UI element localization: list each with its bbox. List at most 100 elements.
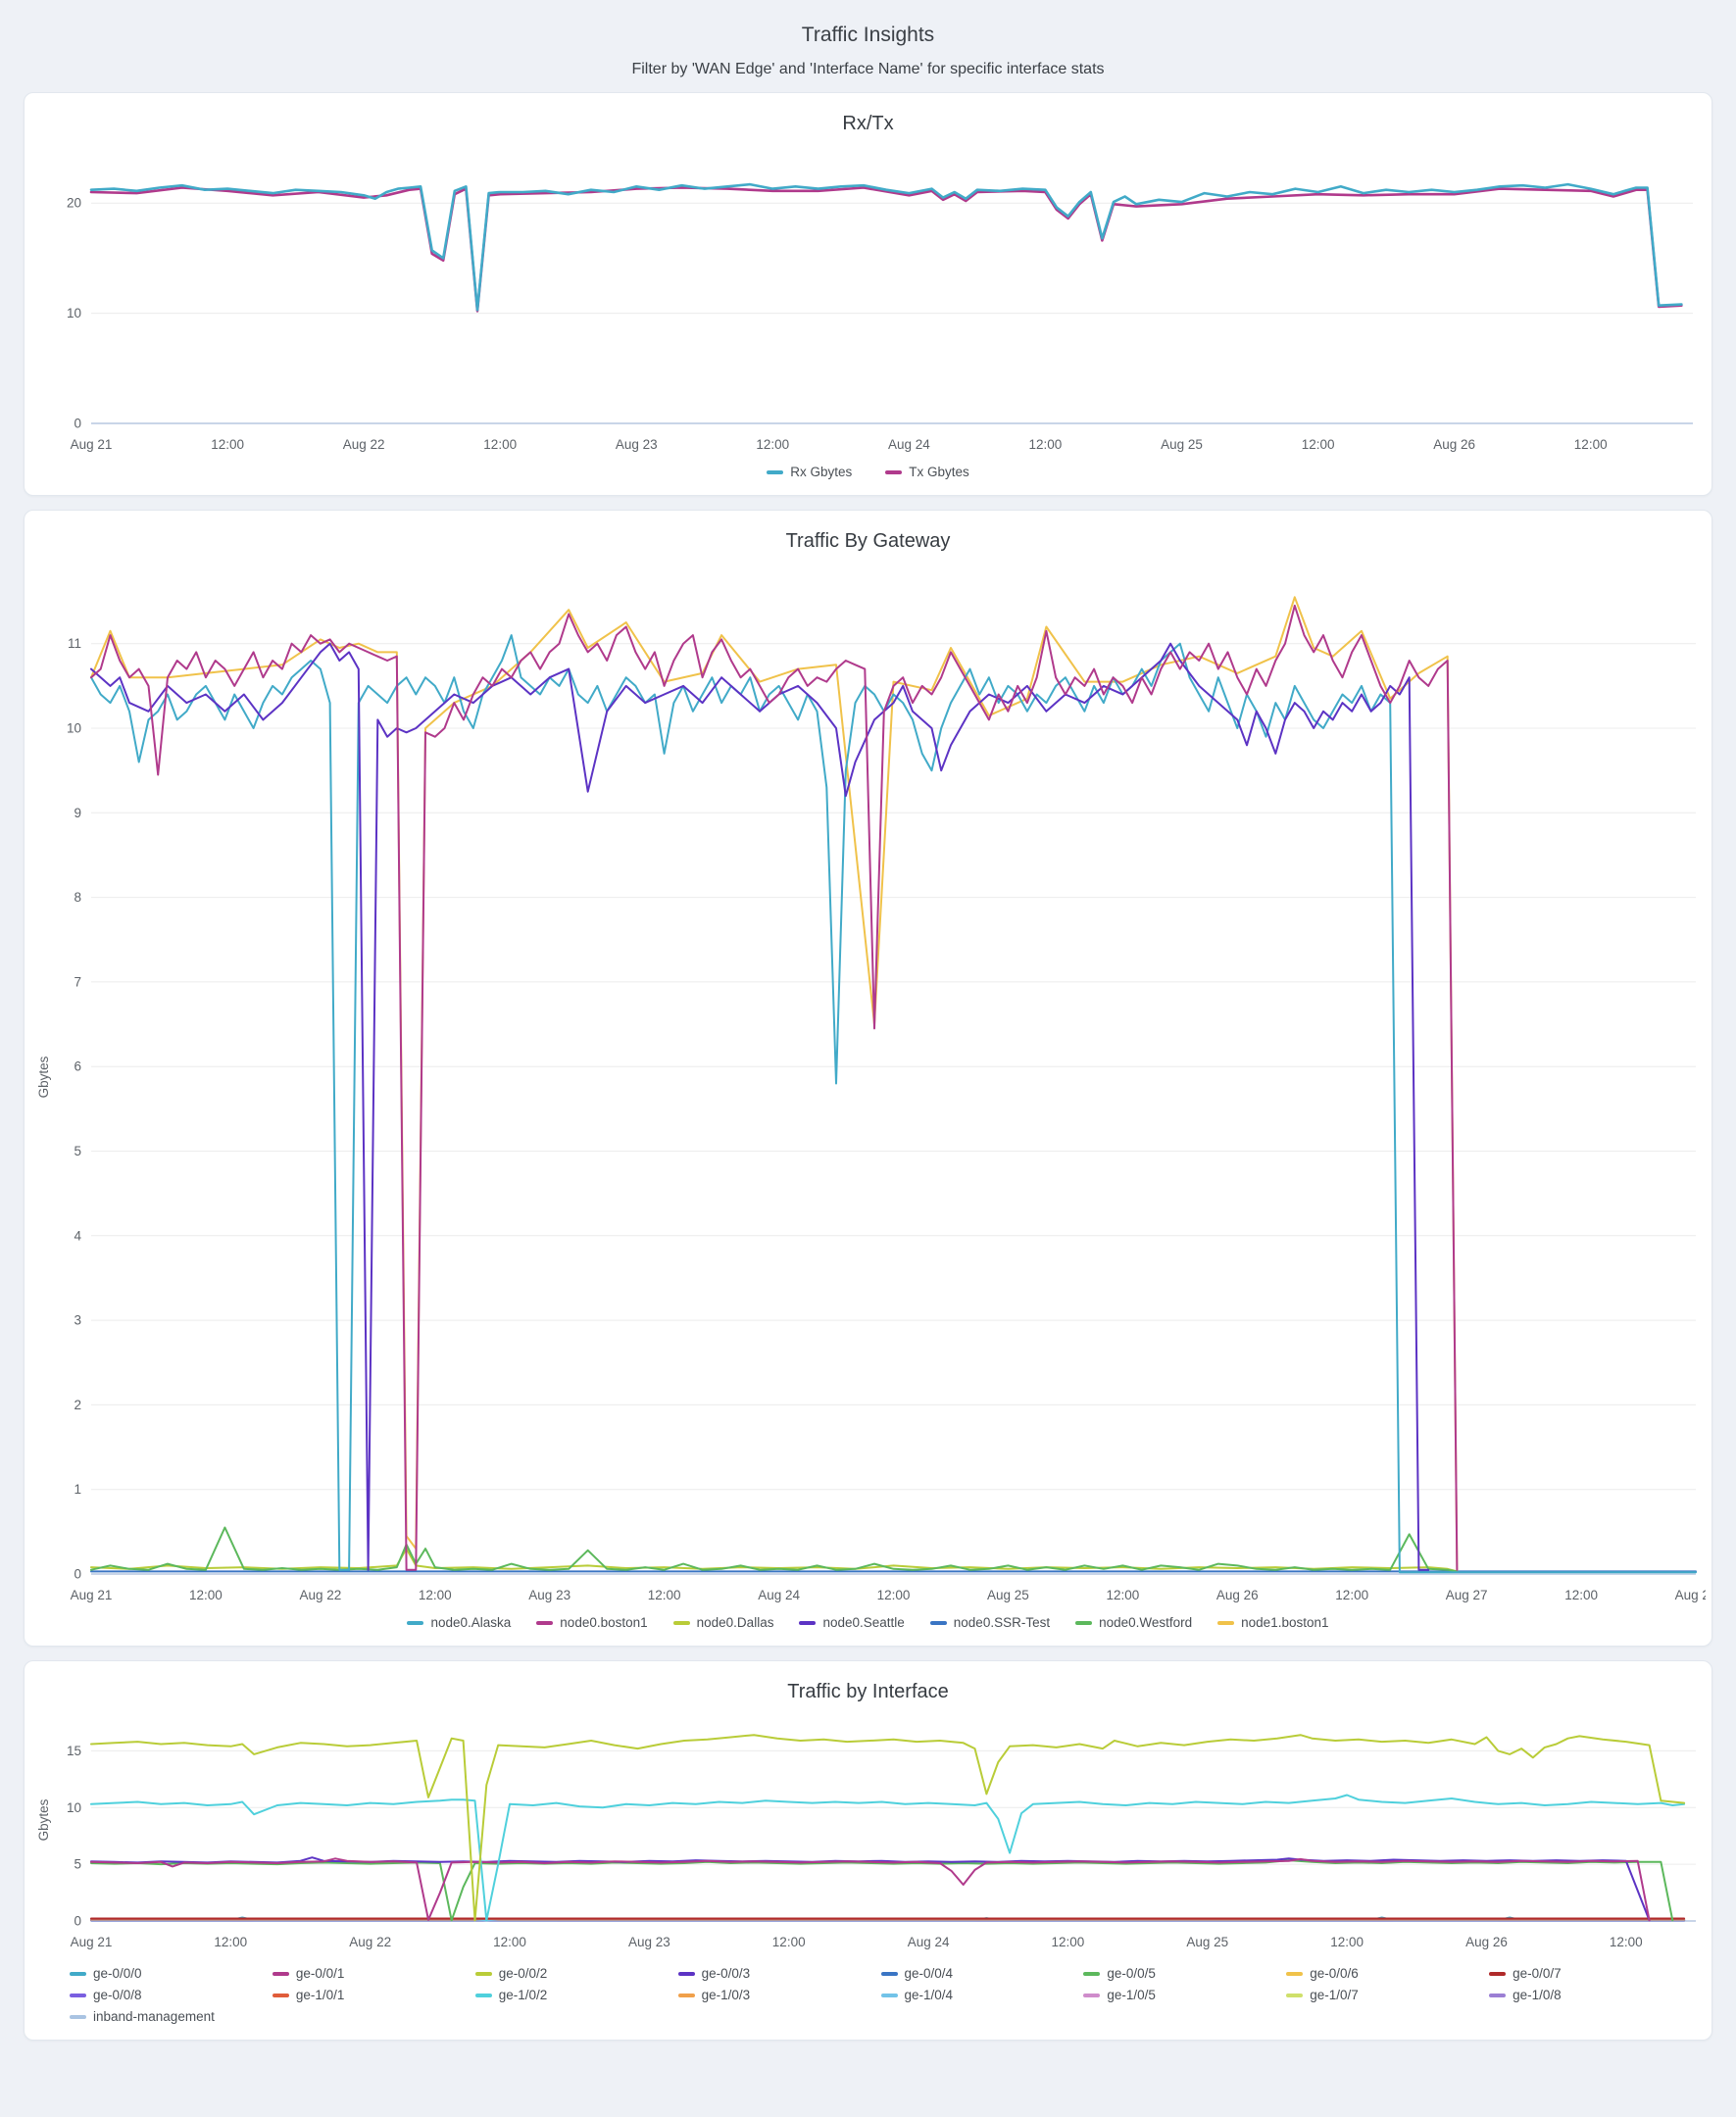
- svg-text:Aug 26: Aug 26: [1465, 1935, 1508, 1949]
- svg-text:Aug 21: Aug 21: [71, 1935, 113, 1949]
- legend-item-ge-0-0-7[interactable]: ge-0/0/7: [1489, 1966, 1682, 1981]
- svg-text:12:00: 12:00: [419, 1588, 452, 1602]
- svg-text:12:00: 12:00: [1564, 1588, 1598, 1602]
- rxtx-legend: Rx Gbytes Tx Gbytes: [34, 465, 1702, 479]
- svg-text:Aug 23: Aug 23: [528, 1588, 570, 1602]
- legend-item-ge-0-0-6[interactable]: ge-0/0/6: [1286, 1966, 1479, 1981]
- svg-text:12:00: 12:00: [648, 1588, 681, 1602]
- svg-text:3: 3: [74, 1313, 81, 1328]
- legend-swatch: [1083, 1971, 1101, 1976]
- svg-text:Aug 23: Aug 23: [616, 437, 658, 452]
- svg-text:Aug 23: Aug 23: [628, 1935, 670, 1949]
- gateway-chart: 0 1 2 3 4 5 6 7 8 9 10 11 Aug 21 12:00 Aug 22 12:00 Aug …: [36, 596, 1706, 1602]
- legend-item-ge-0-0-8[interactable]: ge-0/0/8: [70, 1988, 263, 2002]
- legend-item-ge-0-0-1[interactable]: ge-0/0/1: [272, 1966, 466, 1981]
- legend-item-ge-0-0-2[interactable]: ge-0/0/2: [474, 1966, 669, 1981]
- legend-swatch: [1286, 1993, 1304, 1997]
- svg-text:4: 4: [74, 1228, 81, 1243]
- legend-swatch: [70, 2014, 86, 2019]
- legend-swatch: [929, 1620, 947, 1625]
- svg-text:12:00: 12:00: [1302, 437, 1335, 452]
- legend-label: ge-0/0/6: [1310, 1966, 1359, 1981]
- legend-label: ge-0/0/4: [904, 1966, 954, 1981]
- svg-text:12:00: 12:00: [1330, 1935, 1364, 1949]
- legend-item-node1-boston1[interactable]: node1.boston1: [1217, 1615, 1329, 1630]
- svg-text:10: 10: [67, 1800, 81, 1815]
- svg-text:12:00: 12:00: [1335, 1588, 1368, 1602]
- svg-text:15: 15: [67, 1744, 81, 1758]
- legend-item-ge-1-0-2[interactable]: ge-1/0/2: [474, 1988, 669, 2002]
- svg-text:12:00: 12:00: [756, 437, 789, 452]
- legend-item-node0-ssr-test[interactable]: node0.SSR-Test: [929, 1615, 1050, 1630]
- svg-text:6: 6: [74, 1059, 81, 1074]
- legend-label: ge-1/0/7: [1310, 1988, 1359, 2002]
- legend-swatch: [677, 1993, 695, 1997]
- legend-swatch: [1083, 1993, 1101, 1997]
- legend-item-ge-1-0-3[interactable]: ge-1/0/3: [677, 1988, 871, 2002]
- legend-swatch: [767, 469, 784, 474]
- legend-label: node0.Westford: [1099, 1615, 1193, 1630]
- svg-text:12:00: 12:00: [214, 1935, 247, 1949]
- svg-text:Aug 25: Aug 25: [987, 1588, 1029, 1602]
- legend-item-ge-0-0-3[interactable]: ge-0/0/3: [677, 1966, 871, 1981]
- legend-item-ge-1-0-1[interactable]: ge-1/0/1: [272, 1988, 466, 2002]
- svg-text:8: 8: [74, 890, 81, 905]
- rxtx-chart: 0 10 20 Aug 21 12:00 Aug 22 12:00 Aug 23 12:00 Au…: [67, 182, 1693, 452]
- svg-text:5: 5: [74, 1144, 81, 1158]
- legend-label: ge-0/0/0: [93, 1966, 142, 1981]
- legend-swatch: [407, 1620, 424, 1625]
- legend-label: node0.Seattle: [822, 1615, 905, 1630]
- svg-text:2: 2: [74, 1398, 81, 1412]
- svg-text:20: 20: [67, 196, 81, 211]
- legend-swatch: [885, 469, 903, 474]
- legend-swatch: [1217, 1620, 1235, 1625]
- legend-item-node0-dallas[interactable]: node0.Dallas: [672, 1615, 773, 1630]
- legend-item-rx-gbytes[interactable]: Rx Gbytes: [767, 465, 852, 479]
- legend-label: ge-1/0/2: [498, 1988, 548, 2002]
- svg-text:Aug 22: Aug 22: [300, 1588, 342, 1602]
- svg-text:Aug 22: Aug 22: [343, 437, 385, 452]
- legend-item-ge-0-0-5[interactable]: ge-0/0/5: [1083, 1966, 1276, 1981]
- legend-item-ge-0-0-0[interactable]: ge-0/0/0: [70, 1966, 263, 1981]
- legend-swatch: [672, 1620, 690, 1625]
- legend-swatch: [677, 1971, 695, 1976]
- legend-label: node0.boston1: [560, 1615, 648, 1630]
- legend-item-node0-seattle[interactable]: node0.Seattle: [799, 1615, 905, 1630]
- svg-text:12:00: 12:00: [1029, 437, 1063, 452]
- legend-label: ge-1/0/8: [1513, 1988, 1562, 2002]
- svg-text:Gbytes: Gbytes: [36, 1798, 51, 1841]
- gateway-chart-title: Traffic By Gateway: [785, 530, 951, 552]
- legend-item-inband-management[interactable]: inband-management: [70, 2009, 263, 2024]
- legend-swatch: [1489, 1971, 1507, 1976]
- svg-text:Aug 22: Aug 22: [349, 1935, 391, 1949]
- svg-text:10: 10: [67, 306, 81, 320]
- legend-item-ge-1-0-4[interactable]: ge-1/0/4: [880, 1988, 1074, 2002]
- svg-text:7: 7: [74, 974, 81, 989]
- svg-text:0: 0: [74, 417, 81, 431]
- page-subtitle: Filter by 'WAN Edge' and 'Interface Name…: [631, 61, 1105, 77]
- legend-item-ge-1-0-5[interactable]: ge-1/0/5: [1083, 1988, 1276, 2002]
- rxtx-chart-card: Rx/Tx 0 10 20 Aug 21 12:00 Aug 22 12:00 Aug 23 1…: [24, 92, 1712, 496]
- svg-text:Aug 24: Aug 24: [888, 437, 930, 452]
- legend-label: ge-0/0/2: [498, 1966, 548, 1981]
- svg-text:12:00: 12:00: [1107, 1588, 1140, 1602]
- legend-label: ge-0/0/3: [701, 1966, 751, 1981]
- svg-text:Aug 28: Aug 28: [1675, 1588, 1706, 1602]
- legend-item-ge-1-0-8[interactable]: ge-1/0/8: [1489, 1988, 1682, 2002]
- legend-swatch: [880, 1971, 898, 1976]
- legend-item-node0-alaska[interactable]: node0.Alaska: [407, 1615, 511, 1630]
- legend-label: ge-1/0/1: [295, 1988, 345, 2002]
- legend-item-ge-1-0-7[interactable]: ge-1/0/7: [1286, 1988, 1479, 2002]
- svg-text:Aug 27: Aug 27: [1446, 1588, 1488, 1602]
- legend-item-ge-0-0-4[interactable]: ge-0/0/4: [880, 1966, 1074, 1981]
- svg-text:Aug 26: Aug 26: [1216, 1588, 1259, 1602]
- legend-item-tx-gbytes[interactable]: Tx Gbytes: [885, 465, 969, 479]
- legend-swatch: [1489, 1993, 1507, 1997]
- legend-label: ge-0/0/1: [295, 1966, 345, 1981]
- legend-item-node0-boston1[interactable]: node0.boston1: [536, 1615, 648, 1630]
- legend-label: ge-1/0/3: [701, 1988, 751, 2002]
- svg-text:12:00: 12:00: [493, 1935, 526, 1949]
- interface-chart-card: Traffic by Interface 0 5 10 15 Aug 21 12:00 Au…: [24, 1660, 1712, 2041]
- svg-text:Aug 21: Aug 21: [71, 437, 113, 452]
- legend-item-node0-westford[interactable]: node0.Westford: [1075, 1615, 1192, 1630]
